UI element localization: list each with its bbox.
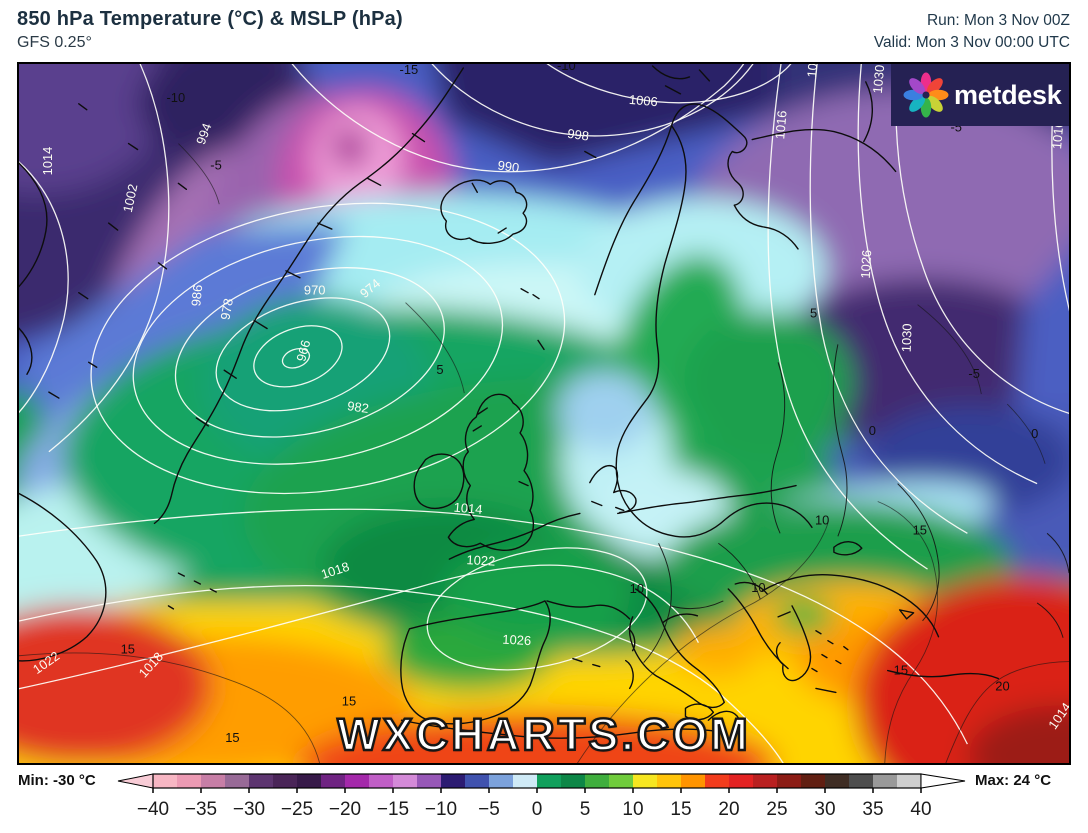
- svg-text:−5: −5: [478, 799, 500, 820]
- svg-text:1014: 1014: [453, 499, 483, 516]
- svg-text:1010: 1010: [1049, 120, 1066, 150]
- svg-text:982: 982: [346, 398, 369, 416]
- colorbar-area: Min: -30 °C −40 −35 −30 −25 −20 −15 −10 −5 0 5 10 1…: [0, 768, 1088, 830]
- isotherm-contours: [19, 143, 1069, 763]
- svg-text:−40: −40: [137, 799, 169, 820]
- svg-text:10: 10: [630, 581, 644, 596]
- svg-text:1002: 1002: [120, 183, 141, 214]
- header: 850 hPa Temperature (°C) & MSLP (hPa) GF…: [17, 8, 403, 52]
- svg-text:1022: 1022: [804, 64, 821, 78]
- svg-text:-5: -5: [950, 120, 962, 135]
- svg-text:−35: −35: [185, 799, 217, 820]
- svg-text:30: 30: [814, 799, 835, 820]
- watermark: WXCHARTS.COM: [336, 708, 751, 761]
- model-subtitle: GFS 0.25°: [17, 34, 92, 51]
- svg-text:−25: −25: [281, 799, 313, 820]
- svg-text:998: 998: [566, 126, 589, 144]
- page-title: 850 hPa Temperature (°C) & MSLP (hPa): [17, 8, 403, 30]
- svg-text:1026: 1026: [502, 632, 532, 648]
- svg-text:10: 10: [815, 512, 829, 527]
- coastlines: [19, 65, 999, 739]
- svg-text:966: 966: [293, 338, 313, 363]
- svg-text:1026: 1026: [858, 249, 874, 278]
- svg-text:-5: -5: [210, 157, 222, 172]
- run-info-block: Run: Mon 3 Nov 00Z Valid: Mon 3 Nov 00:0…: [874, 10, 1070, 55]
- colorbar-max-label: Max: 24 °C: [975, 772, 1052, 789]
- metdesk-logo: metdesk: [891, 64, 1069, 126]
- svg-text:25: 25: [766, 799, 787, 820]
- svg-text:5: 5: [436, 362, 443, 377]
- svg-text:1016: 1016: [772, 110, 789, 140]
- colorbar: −40 −35 −30 −25 −20 −15 −10 −5 0 5 10 15 20 25 30 35 40: [117, 773, 966, 820]
- svg-text:15: 15: [342, 693, 356, 708]
- temperature-field: [19, 64, 1069, 763]
- svg-text:1014: 1014: [40, 147, 55, 176]
- svg-text:990: 990: [497, 158, 520, 176]
- svg-text:0: 0: [869, 423, 876, 438]
- svg-text:15: 15: [894, 663, 908, 678]
- svg-text:−20: −20: [329, 799, 361, 820]
- svg-text:970: 970: [304, 283, 326, 298]
- svg-text:1030: 1030: [870, 64, 887, 94]
- svg-text:-5: -5: [968, 366, 980, 381]
- svg-text:10: 10: [751, 580, 765, 595]
- svg-text:15: 15: [670, 799, 691, 820]
- run-label: Run: Mon 3 Nov 00Z: [926, 12, 1070, 29]
- svg-text:15: 15: [225, 730, 239, 745]
- svg-text:1022: 1022: [466, 552, 496, 568]
- svg-text:-15: -15: [400, 64, 419, 77]
- isobar-contours: [19, 64, 1069, 763]
- svg-text:986: 986: [188, 284, 205, 307]
- svg-text:994: 994: [193, 121, 214, 146]
- svg-text:20: 20: [995, 678, 1009, 693]
- svg-text:-10: -10: [166, 90, 185, 105]
- svg-text:35: 35: [862, 799, 883, 820]
- svg-text:−10: −10: [425, 799, 457, 820]
- svg-text:40: 40: [910, 799, 931, 820]
- metdesk-flower-icon: [903, 72, 949, 118]
- svg-text:−30: −30: [233, 799, 265, 820]
- svg-text:5: 5: [810, 306, 817, 321]
- weather-map: 1014 1002 994 986 978 970 974 966 982 990 998 1006 1…: [17, 62, 1071, 765]
- svg-text:20: 20: [718, 799, 739, 820]
- svg-text:0: 0: [532, 799, 543, 820]
- svg-text:978: 978: [217, 297, 236, 321]
- country-borders: [643, 344, 1069, 663]
- svg-text:15: 15: [121, 642, 135, 657]
- svg-text:5: 5: [580, 799, 591, 820]
- svg-text:-10: -10: [557, 64, 576, 73]
- valid-label: Valid: Mon 3 Nov 00:00 UTC: [873, 34, 1070, 52]
- svg-text:10: 10: [622, 799, 643, 820]
- svg-text:−15: −15: [377, 799, 409, 820]
- temperature-labels: -15 -10 -10 -5 -5 -5 0 0 5 5 10 10 10 15 15 15 15 15 20: [121, 64, 1039, 745]
- svg-text:1030: 1030: [899, 323, 915, 352]
- svg-text:0: 0: [1031, 426, 1038, 441]
- metdesk-logo-text: metdesk: [954, 79, 1062, 110]
- colorbar-min-label: Min: -30 °C: [18, 772, 96, 789]
- svg-text:15: 15: [913, 522, 927, 537]
- svg-text:1006: 1006: [628, 92, 658, 109]
